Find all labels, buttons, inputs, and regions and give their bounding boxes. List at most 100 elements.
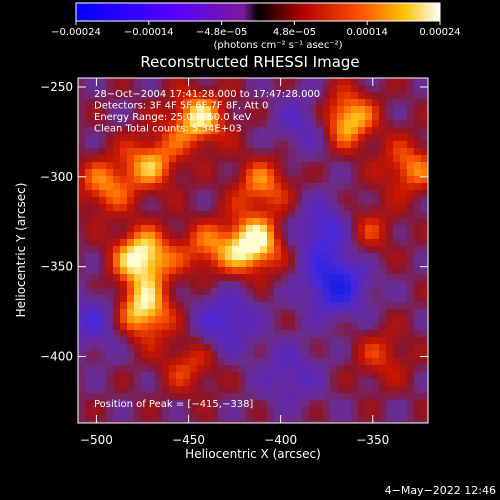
heatmap-cell [78,267,86,275]
heatmap-cell [316,148,324,156]
heatmap-cell [253,239,261,247]
heatmap-cell [421,316,428,324]
heatmap-cell [316,106,324,114]
heatmap-cell [414,316,422,324]
heatmap-cell [239,323,247,331]
heatmap-cell [288,372,296,380]
heatmap-cell [190,113,198,121]
heatmap-cell [295,99,303,107]
heatmap-cell [274,316,282,324]
heatmap-cell [78,155,86,163]
heatmap-cell [232,162,240,170]
heatmap-cell [106,421,114,423]
heatmap-cell [274,267,282,275]
heatmap-cell [141,330,149,338]
heatmap-cell [379,309,387,317]
heatmap-cell [211,169,219,177]
heatmap-cell [302,148,310,156]
heatmap-cell [246,393,254,401]
heatmap-cell [337,372,345,380]
heatmap-cell [302,365,310,373]
heatmap-cell [379,344,387,352]
heatmap-cell [113,337,121,345]
heatmap-cell [211,141,219,149]
heatmap-cell [267,120,275,128]
heatmap-cell [344,239,352,247]
heatmap-cell [267,127,275,135]
heatmap-cell [295,253,303,261]
heatmap-cell [155,190,163,198]
heatmap-cell [330,134,338,142]
heatmap-cell [134,162,142,170]
heatmap-cell [274,337,282,345]
heatmap-cell [197,204,205,212]
heatmap-cell [421,386,428,394]
heatmap-cell [246,162,254,170]
heatmap-cell [365,204,373,212]
heatmap-cell [239,316,247,324]
heatmap-cell [225,260,233,268]
heatmap-cell [218,204,226,212]
heatmap-cell [183,372,191,380]
heatmap-cell [393,113,401,121]
heatmap-cell [134,274,142,282]
heatmap-cell [281,393,289,401]
heatmap-cell [323,85,331,93]
heatmap-cell [85,141,93,149]
heatmap-cell [323,148,331,156]
heatmap-cell [134,106,142,114]
heatmap-cell [197,239,205,247]
heatmap-cell [169,267,177,275]
heatmap-cell [239,148,247,156]
heatmap-cell [344,281,352,289]
heatmap-cell [169,120,177,128]
heatmap-cell [113,365,121,373]
heatmap-cell [127,204,135,212]
heatmap-cell [204,365,212,373]
heatmap-cell [78,162,86,170]
heatmap-cell [204,358,212,366]
heatmap-cell [267,386,275,394]
heatmap-cell [302,113,310,121]
heatmap-cell [85,78,93,86]
heatmap-cell [358,169,366,177]
heatmap-cell [148,85,156,93]
heatmap-cell [148,407,156,415]
heatmap-cell [316,323,324,331]
heatmap-cell [141,106,149,114]
heatmap-cell [183,253,191,261]
heatmap-cell [78,134,86,142]
heatmap-cell [127,365,135,373]
heatmap-cell [323,120,331,128]
heatmap-cell [379,288,387,296]
heatmap-cell [295,239,303,247]
heatmap-cell [393,92,401,100]
heatmap-cell [120,288,128,296]
heatmap-cell [309,155,317,163]
heatmap-cell [120,400,128,408]
heatmap-cell [379,141,387,149]
heatmap-cell [204,204,212,212]
heatmap-cell [155,225,163,233]
heatmap-cell [323,99,331,107]
heatmap-cell [106,393,114,401]
heatmap-cell [323,218,331,226]
heatmap-cell [246,190,254,198]
heatmap-cell [127,386,135,394]
colorbar-ticks: −0.00024 −0.00014 −4.8e−05 4.8e−05 0.00014 0.… [51,21,461,38]
heatmap-cell [267,295,275,303]
heatmap-cell [246,106,254,114]
heatmap-cell [400,134,408,142]
heatmap-cell [176,253,184,261]
heatmap-cell [190,92,198,100]
heatmap-cell [225,358,233,366]
colorbar-tick-label: −0.00024 [51,27,101,38]
heatmap-cell [309,134,317,142]
heatmap-cell [274,253,282,261]
heatmap-cell [400,295,408,303]
heatmap-cell [288,260,296,268]
heatmap-cell [295,330,303,338]
heatmap-cell [379,183,387,191]
heatmap-cell [309,337,317,345]
heatmap-cell [351,85,359,93]
